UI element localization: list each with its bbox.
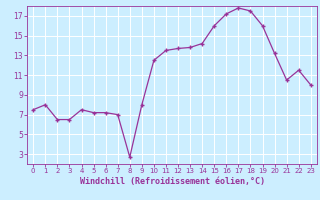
X-axis label: Windchill (Refroidissement éolien,°C): Windchill (Refroidissement éolien,°C) bbox=[79, 177, 265, 186]
